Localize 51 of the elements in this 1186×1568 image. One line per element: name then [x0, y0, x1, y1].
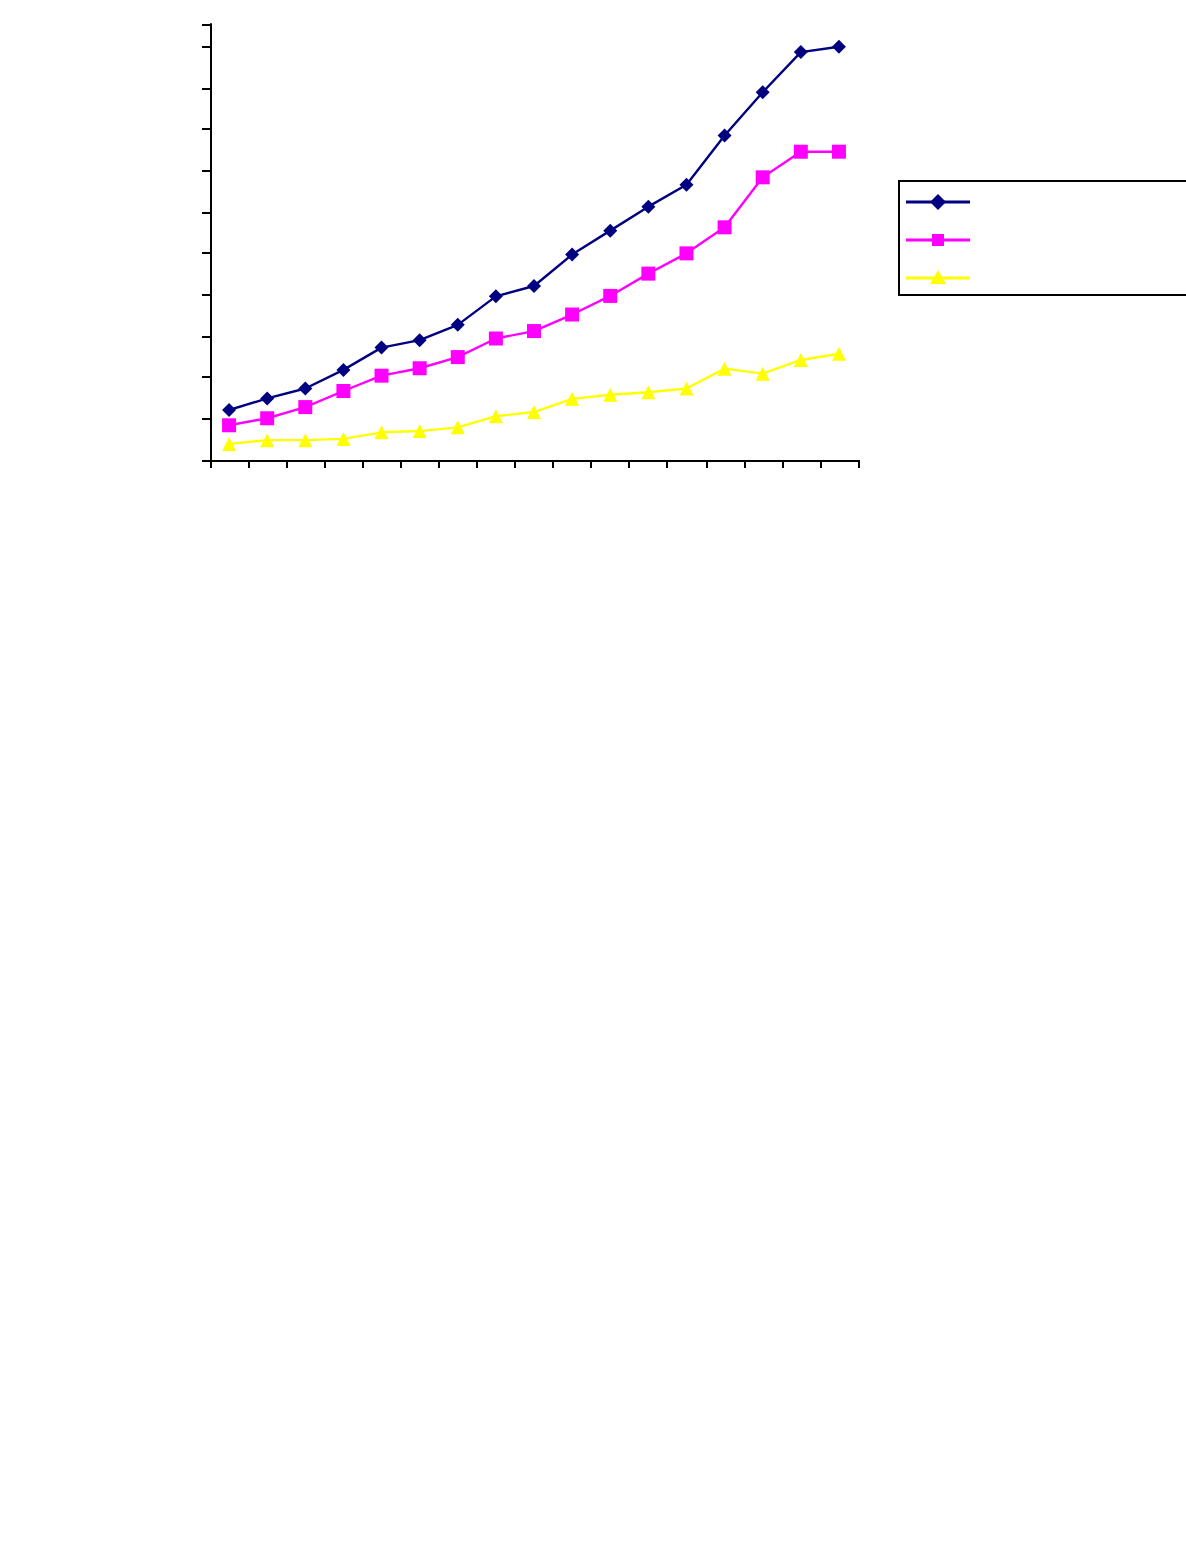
- point: [679, 381, 694, 396]
- point: [222, 418, 237, 433]
- point: [717, 220, 732, 235]
- point: [755, 366, 770, 381]
- point: [374, 425, 389, 440]
- point: [298, 400, 313, 415]
- point: [336, 383, 351, 398]
- point: [641, 385, 656, 400]
- point: [374, 368, 389, 383]
- point: [831, 346, 846, 361]
- point: [527, 405, 541, 420]
- point: [565, 307, 580, 322]
- point: [755, 85, 770, 100]
- point: [336, 431, 351, 446]
- point: [641, 266, 656, 281]
- point: [298, 381, 313, 396]
- point: [831, 144, 846, 159]
- point: [260, 411, 275, 426]
- point: [603, 223, 618, 238]
- point: [298, 433, 313, 448]
- point: [527, 279, 541, 294]
- point: [717, 128, 732, 143]
- point: [603, 288, 618, 303]
- point: [374, 340, 389, 355]
- point: [260, 433, 275, 448]
- point: [755, 170, 770, 185]
- point: [222, 402, 237, 417]
- point: [679, 177, 694, 192]
- point: [450, 420, 465, 435]
- point: [793, 45, 808, 60]
- point: [412, 333, 427, 348]
- point: [450, 317, 465, 332]
- point: [260, 391, 275, 406]
- point: [641, 199, 656, 214]
- point: [412, 361, 427, 376]
- point: [488, 331, 503, 346]
- point: [222, 436, 237, 451]
- point: [793, 352, 808, 367]
- point: [488, 289, 503, 304]
- point: [793, 144, 808, 159]
- point: [527, 324, 541, 339]
- point: [450, 350, 465, 365]
- point: [565, 391, 580, 406]
- point: [412, 424, 427, 439]
- point: [565, 247, 580, 262]
- point: [679, 246, 694, 261]
- point: [488, 409, 503, 424]
- point: [336, 362, 351, 377]
- point: [717, 361, 732, 376]
- point: [831, 39, 846, 54]
- point: [603, 387, 618, 402]
